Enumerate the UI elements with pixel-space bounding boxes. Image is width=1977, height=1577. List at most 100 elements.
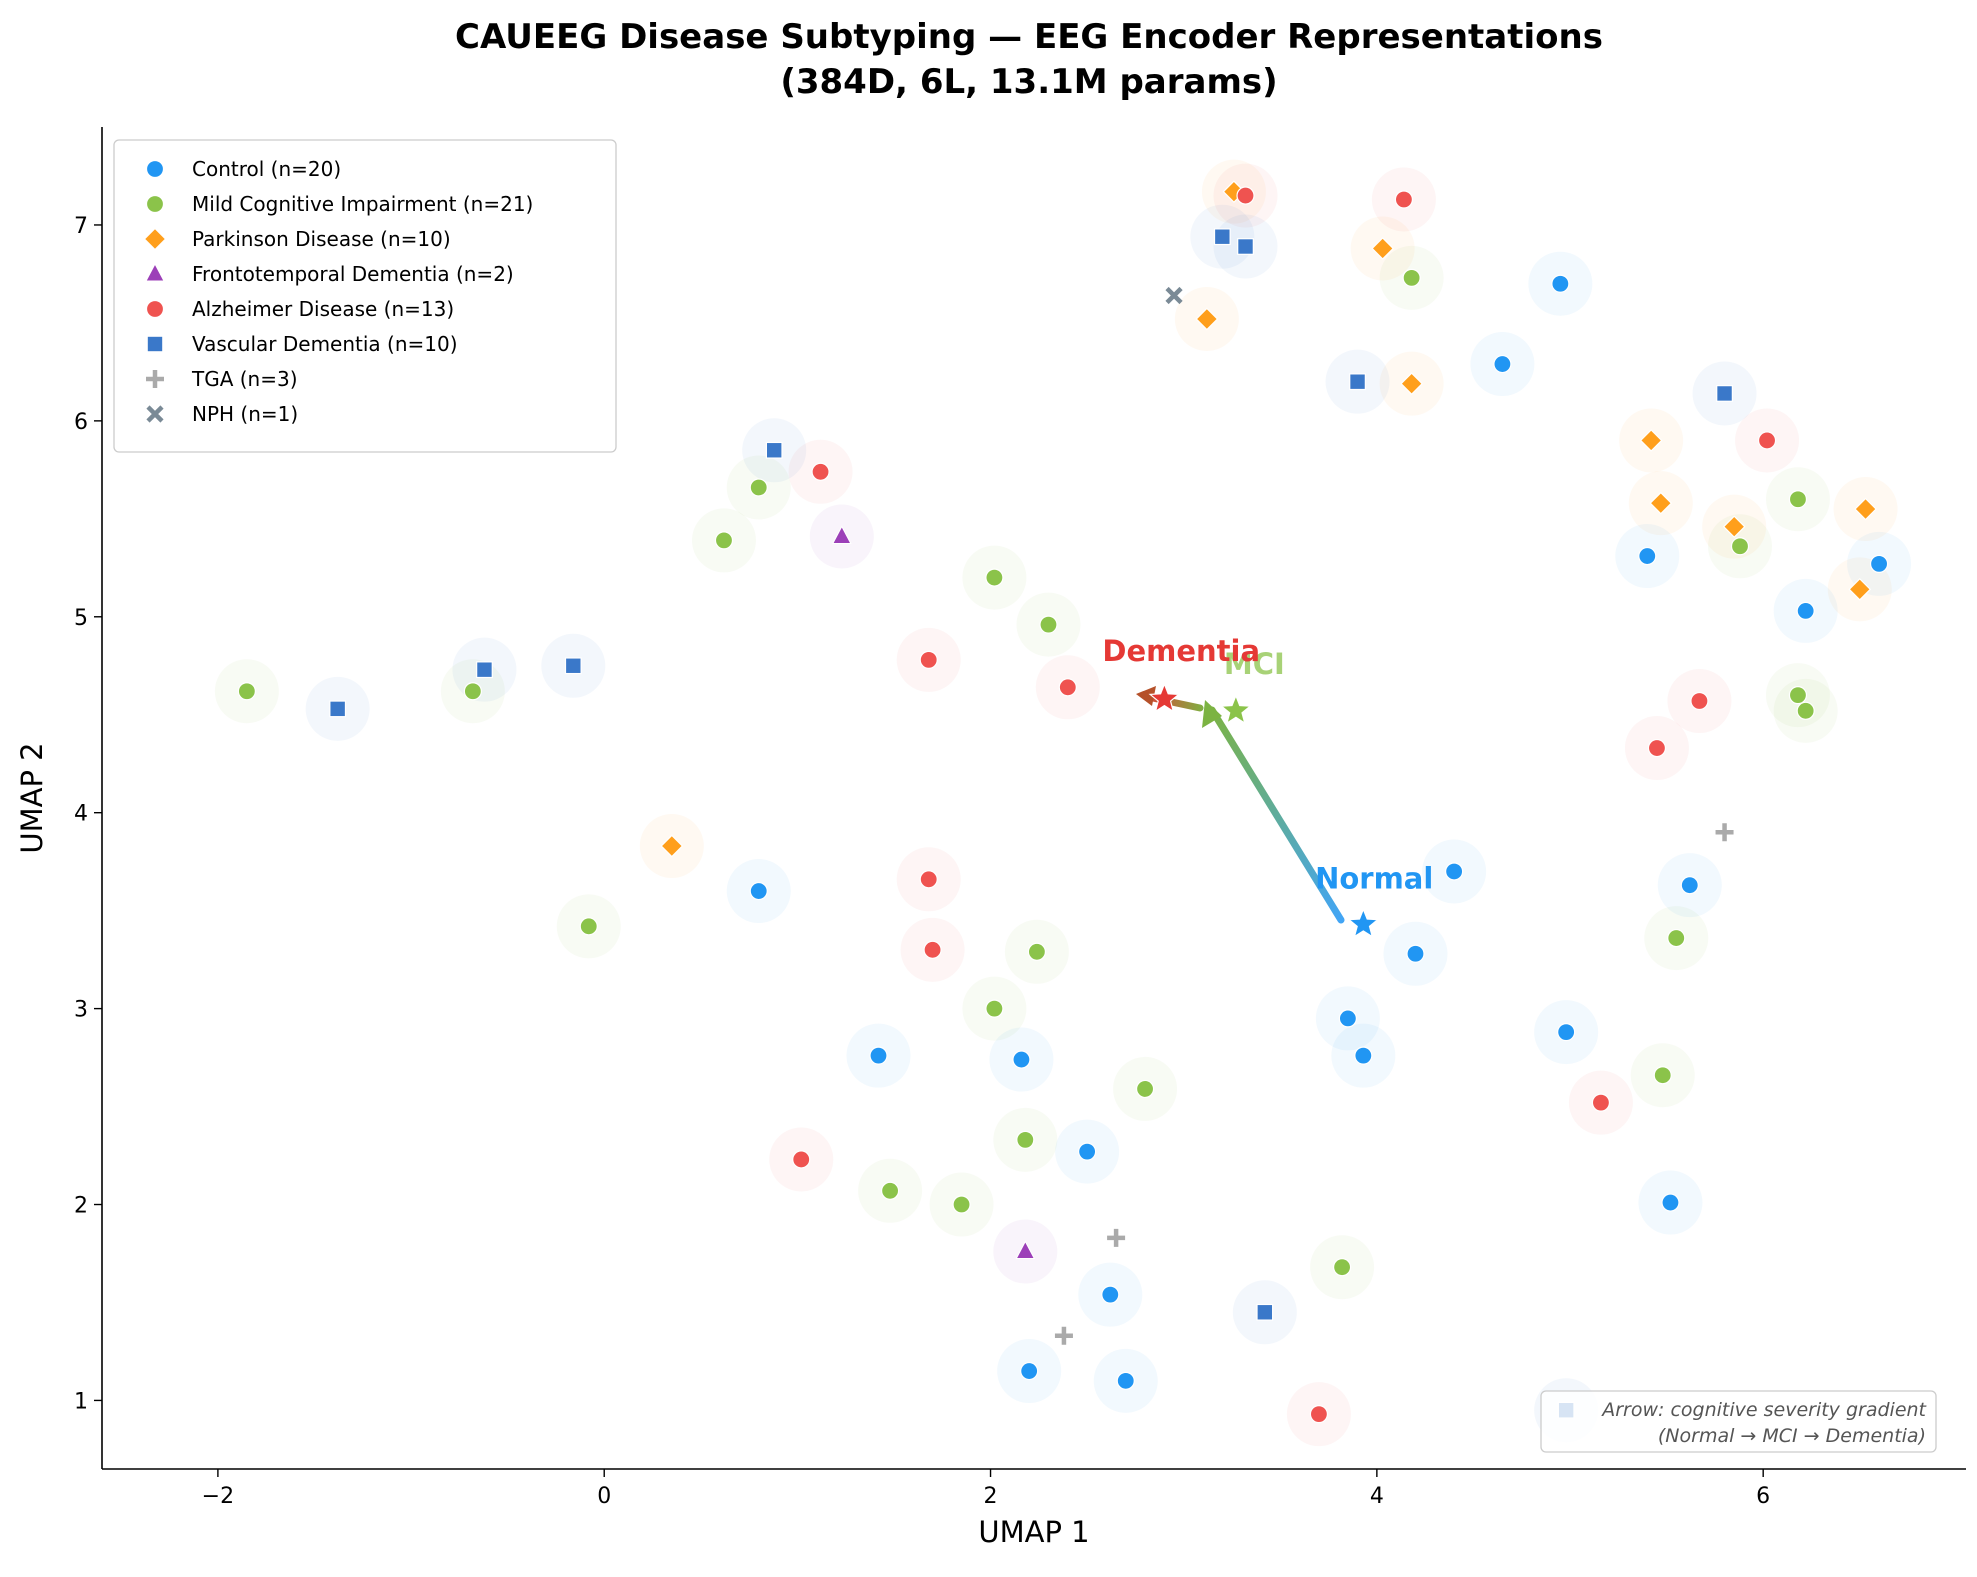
data-point xyxy=(869,1046,888,1065)
data-point xyxy=(1349,373,1366,391)
severity-arrow xyxy=(1136,686,1345,924)
data-point xyxy=(1690,691,1709,711)
data-point xyxy=(1354,1046,1373,1065)
data-point xyxy=(1722,515,1746,539)
data-point xyxy=(1493,354,1512,374)
chart-subtitle: (384D, 6L, 13.1M params) xyxy=(780,62,1277,102)
data-point xyxy=(660,834,684,858)
data-point xyxy=(919,650,938,669)
data-point xyxy=(329,700,347,718)
legend-box xyxy=(113,139,617,453)
data-point xyxy=(1309,1405,1329,1424)
arrow-head-dementia xyxy=(1136,686,1156,706)
x-tick-label: 4 xyxy=(1370,1484,1384,1509)
arrow-head-mci xyxy=(1202,700,1222,728)
data-point xyxy=(985,568,1004,587)
axes: −2 0 2 4 6 1 2 3 4 5 6 7 xyxy=(74,127,1966,1509)
y-tick-label: 4 xyxy=(74,802,88,827)
data-point xyxy=(880,1181,900,1200)
data-point xyxy=(1680,876,1699,895)
data-point xyxy=(1402,268,1421,287)
legend-marker xyxy=(145,262,165,282)
legend-marker xyxy=(143,227,167,251)
data-point xyxy=(1647,738,1667,758)
legend-marker xyxy=(145,159,165,179)
legend-entry: Parkinson Disease (n=10) xyxy=(143,227,451,251)
legend-label: NPH (n=1) xyxy=(192,402,298,426)
data-point xyxy=(1649,491,1673,515)
data-point xyxy=(1371,237,1395,260)
data-point xyxy=(1854,497,1877,521)
annotation-frame xyxy=(1540,1390,1937,1453)
legend-marker xyxy=(145,299,165,319)
data-point xyxy=(765,441,783,459)
legend-label: Control (n=20) xyxy=(192,157,341,181)
data-point xyxy=(1796,701,1815,720)
annotation-line-1: Arrow: cognitive severity gradient xyxy=(1600,1399,1927,1421)
data-point xyxy=(1788,686,1808,705)
data-point xyxy=(1406,944,1425,963)
data-point xyxy=(1101,1285,1120,1304)
y-tick-label: 6 xyxy=(74,410,88,435)
data-point xyxy=(463,682,482,701)
data-point xyxy=(1016,1130,1035,1149)
y-tick-label: 5 xyxy=(74,606,88,631)
data-point xyxy=(1165,286,1183,305)
data-point xyxy=(1667,928,1686,948)
data-point xyxy=(1338,1009,1357,1028)
legend-marker xyxy=(146,370,164,388)
data-point xyxy=(1653,1066,1672,1085)
data-point xyxy=(1213,228,1231,246)
data-point xyxy=(1715,823,1734,842)
x-ticks: −2 0 2 4 6 xyxy=(202,1469,1770,1509)
data-points xyxy=(237,180,1889,1424)
y-tick-label: 1 xyxy=(74,1389,88,1414)
data-point xyxy=(923,940,942,959)
y-ticks: 1 2 3 4 5 6 7 xyxy=(74,214,102,1414)
centroid-star xyxy=(1347,907,1380,938)
data-point xyxy=(1661,1193,1680,1212)
legend-entry: Frontotemporal Dementia (n=2) xyxy=(145,262,514,286)
data-point xyxy=(1757,431,1777,450)
legend-entry: Alzheimer Disease (n=13) xyxy=(145,297,454,321)
legend-entry: Mild Cognitive Impairment (n=21) xyxy=(145,192,533,216)
data-point xyxy=(749,881,768,901)
data-point xyxy=(1135,1079,1155,1099)
data-point xyxy=(1078,1142,1097,1161)
y-axis-label: UMAP 2 xyxy=(15,742,49,853)
legend-label: Parkinson Disease (n=10) xyxy=(192,227,451,251)
data-point xyxy=(237,682,256,701)
legend-label: Alzheimer Disease (n=13) xyxy=(192,297,454,321)
data-point xyxy=(1015,1240,1036,1260)
data-point xyxy=(1116,1371,1135,1390)
data-point xyxy=(1195,307,1219,331)
legend: Control (n=20) Mild Cognitive Impairment … xyxy=(113,139,617,453)
data-point xyxy=(1256,1303,1274,1321)
legend-entry: TGA (n=3) xyxy=(146,367,298,391)
data-point xyxy=(1591,1093,1611,1112)
y-tick-label: 2 xyxy=(74,1194,88,1219)
data-point xyxy=(1551,274,1570,293)
centroid-star xyxy=(1148,682,1181,713)
data-point xyxy=(1445,862,1464,881)
data-point xyxy=(1796,601,1815,621)
data-point xyxy=(1638,546,1657,566)
legend-entry: NPH (n=1) xyxy=(146,402,298,426)
centroid-label: Dementia xyxy=(1102,634,1260,668)
legend-entry: Vascular Dementia (n=10) xyxy=(146,332,458,356)
data-point xyxy=(1012,1050,1031,1069)
arrow-normal-to-mci xyxy=(1208,706,1345,924)
data-point xyxy=(919,870,938,889)
data-point xyxy=(831,525,852,544)
data-point xyxy=(1788,490,1808,509)
data-point xyxy=(714,531,734,550)
x-tick-label: 6 xyxy=(1756,1484,1770,1509)
data-point xyxy=(985,999,1004,1018)
legend-label: Frontotemporal Dementia (n=2) xyxy=(192,262,514,286)
data-point xyxy=(564,657,582,675)
annotation-box: Arrow: cognitive severity gradient (Norm… xyxy=(1540,1390,1937,1453)
data-point xyxy=(1848,578,1872,601)
data-point xyxy=(1237,238,1254,255)
